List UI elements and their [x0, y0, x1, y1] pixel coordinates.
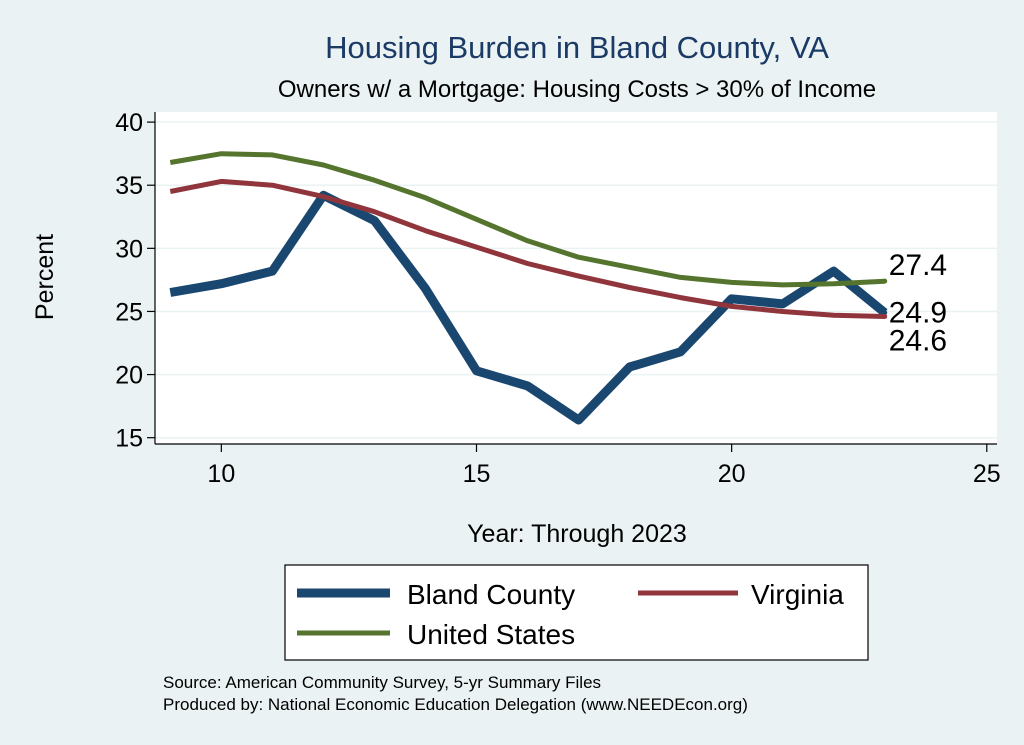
end-point-bland-county	[882, 310, 888, 316]
x-tick-label: 25	[973, 460, 1001, 488]
end-label-virginia: 24.6	[889, 325, 947, 358]
series-lines	[169, 151, 888, 425]
end-label-bland-county: 24.9	[889, 297, 947, 330]
x-tick-label: 20	[718, 460, 746, 488]
y-tick-label: 30	[115, 235, 143, 263]
legend-label-united-states: United States	[407, 619, 575, 650]
y-tick-label: 40	[115, 109, 143, 137]
y-tick-label: 35	[115, 172, 143, 200]
y-tick-label: 25	[115, 298, 143, 326]
source-line-2: Produced by: National Economic Education…	[163, 695, 748, 714]
end-point-virginia	[882, 314, 888, 320]
source-line-1: Source: American Community Survey, 5-yr …	[163, 673, 601, 692]
y-tick-label: 15	[115, 425, 143, 453]
legend-label-virginia: Virginia	[751, 579, 844, 610]
y-axis-ticks: 15 20 25 30 35 40	[115, 109, 155, 453]
legend: Bland County Virginia United States	[284, 564, 869, 661]
series-line-virginia	[169, 178, 885, 319]
y-axis-title: Percent	[31, 234, 59, 320]
end-labels: 24.924.6 27.4	[889, 249, 947, 357]
legend-label-bland-county: Bland County	[407, 579, 575, 610]
chart-subtitle: Owners w/ a Mortgage: Housing Costs > 30…	[278, 76, 876, 103]
x-axis-title: Year: Through 2023	[467, 520, 687, 548]
x-tick-label: 10	[207, 460, 235, 488]
series-line-bland-county	[169, 190, 888, 425]
end-label-united-states: 27.4	[889, 249, 947, 282]
x-axis-ticks: 10 15 20 25	[207, 444, 1001, 488]
x-tick-label: 15	[463, 460, 491, 488]
legend-box	[284, 564, 869, 661]
chart-title: Housing Burden in Bland County, VA	[325, 30, 829, 65]
y-tick-label: 20	[115, 362, 143, 390]
end-point-united-states	[882, 278, 888, 284]
grid	[155, 121, 997, 439]
series-line-united-states	[169, 151, 885, 288]
